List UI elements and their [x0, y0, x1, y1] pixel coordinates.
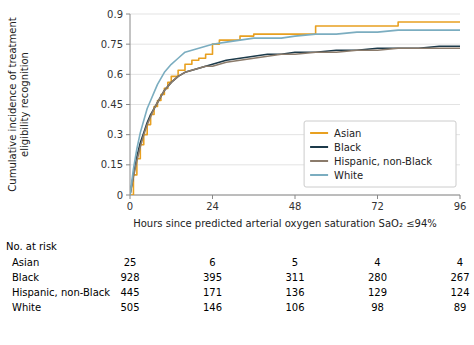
risk-value: 171	[203, 287, 222, 298]
risk-value: 311	[285, 272, 304, 283]
legend-label: Black	[334, 142, 361, 153]
tick-label: 96	[454, 201, 467, 212]
legend-label: Asian	[334, 128, 361, 139]
chart: 0 0.15 0.3 0.45 0.6 0.75 0.9 0 24 48 72 96 Cumulativ…	[0, 0, 474, 345]
tick	[295, 195, 296, 199]
x-axis-label: Hours since predicted arterial oxygen sa…	[133, 218, 437, 229]
risk-value: 136	[285, 287, 304, 298]
tick-label: 0.45	[101, 99, 123, 110]
tick-label: 0.3	[107, 129, 123, 140]
risk-value: 5	[292, 257, 298, 268]
grid-line	[130, 44, 460, 45]
risk-value: 445	[120, 287, 139, 298]
risk-value: 505	[120, 302, 139, 313]
series-line	[130, 48, 460, 195]
risk-value: 25	[124, 257, 137, 268]
risk-row-label: White	[12, 302, 41, 313]
legend-swatch	[310, 160, 328, 162]
risk-value: 395	[203, 272, 222, 283]
x-axis	[130, 195, 460, 196]
risk-row-label: Hispanic, non-Black	[12, 287, 110, 298]
risk-row-label: Black	[12, 272, 39, 283]
tick-label: 48	[289, 201, 302, 212]
grid-line	[130, 195, 460, 196]
series-line	[130, 22, 460, 195]
tick	[126, 44, 130, 45]
legend-label: White	[334, 170, 363, 181]
y-axis	[130, 14, 131, 195]
tick-label: 72	[371, 201, 384, 212]
grid-line	[130, 104, 460, 105]
risk-value: 4	[374, 257, 380, 268]
tick-label: 0.6	[107, 69, 123, 80]
y-axis-label-line: Cumulative incidence of treatment	[7, 17, 18, 191]
tick	[377, 195, 378, 199]
risk-value: 4	[457, 257, 463, 268]
legend-label: Hispanic, non-Black	[334, 156, 432, 167]
risk-value: 146	[203, 302, 222, 313]
tick-label: 0.75	[101, 39, 123, 50]
y-axis-label: Cumulative incidence of treatmenteligibi…	[7, 17, 30, 191]
legend-swatch	[310, 146, 328, 148]
tick	[126, 134, 130, 135]
tick	[460, 195, 461, 199]
risk-value: 124	[450, 287, 469, 298]
risk-value: 6	[209, 257, 215, 268]
tick	[212, 195, 213, 199]
tick-label: 0	[127, 201, 133, 212]
risk-value: 129	[368, 287, 387, 298]
risk-value: 280	[368, 272, 387, 283]
tick-label: 24	[206, 201, 219, 212]
legend-frame	[304, 121, 456, 187]
risk-value: 98	[371, 302, 384, 313]
tick-label: 0	[117, 190, 123, 201]
tick-label: 0.9	[107, 9, 123, 20]
tick	[126, 195, 130, 196]
y-axis-label-line: eligibility recognition	[19, 52, 30, 157]
legend: Asian Black Hispanic, non-Black White	[304, 121, 456, 187]
tick	[126, 74, 130, 75]
risk-value: 89	[454, 302, 467, 313]
legend-swatch	[310, 174, 328, 176]
series-line	[130, 30, 460, 195]
marks	[130, 22, 460, 195]
risk-row-label: Asian	[12, 257, 39, 268]
tick	[126, 14, 130, 15]
tick-label: 0.15	[101, 159, 123, 170]
risk-table-title: No. at risk	[6, 241, 57, 252]
grid-line	[130, 14, 460, 15]
risk-value: 928	[120, 272, 139, 283]
risk-value: 267	[450, 272, 469, 283]
legend-swatch	[310, 132, 328, 134]
tick	[130, 195, 131, 199]
tick	[126, 104, 130, 105]
series-line	[130, 46, 460, 195]
tick	[126, 164, 130, 165]
risk-value: 106	[285, 302, 304, 313]
